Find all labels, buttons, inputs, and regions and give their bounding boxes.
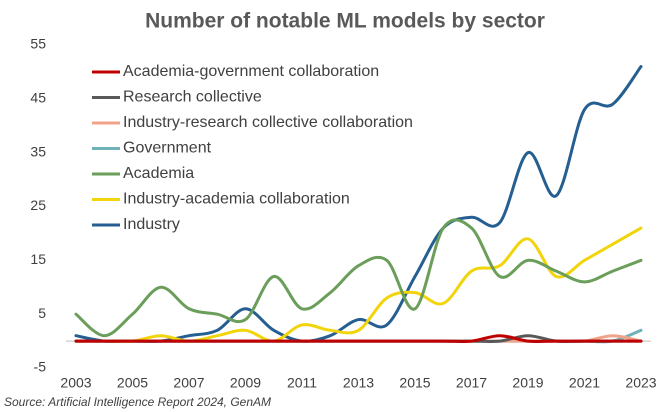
y-tick-label: 35 [30, 143, 46, 159]
chart-title: Number of notable ML models by sector [145, 10, 545, 33]
y-tick-label: -5 [34, 359, 47, 375]
x-tick-label: 2007 [173, 375, 204, 391]
y-tick-label: 25 [30, 197, 46, 213]
legend-label: Academia-government collaboration [123, 63, 379, 80]
x-tick-label: 2005 [117, 375, 148, 391]
series-line [74, 334, 643, 343]
series-line [74, 65, 643, 343]
x-tick-label: 2013 [343, 375, 374, 391]
series-line [74, 218, 643, 338]
x-tick-label: 2003 [60, 375, 91, 391]
legend-label: Academia [123, 165, 194, 182]
y-tick-label: 15 [30, 251, 46, 267]
legend-label: Industry [123, 216, 180, 233]
legend-label: Research collective [123, 89, 262, 106]
legend-label: Industry-research collective collaborati… [123, 114, 413, 131]
legend-label: Government [123, 140, 212, 157]
y-tick-label: 55 [30, 36, 46, 52]
x-tick-label: 2023 [625, 375, 656, 391]
x-tick-label: 2011 [287, 375, 317, 391]
x-tick-label: 2009 [230, 375, 261, 391]
y-tick-label: 45 [30, 90, 46, 106]
x-tick-label: 2021 [569, 375, 600, 391]
x-tick-label: 2019 [512, 375, 543, 391]
legend-label: Industry-academia collaboration [123, 191, 350, 208]
source-note: Source: Artificial Intelligence Report 2… [4, 395, 271, 409]
x-tick-label: 2015 [399, 375, 430, 391]
x-tick-label: 2017 [456, 375, 487, 391]
y-tick-label: 5 [38, 305, 46, 321]
series-line [74, 226, 643, 343]
